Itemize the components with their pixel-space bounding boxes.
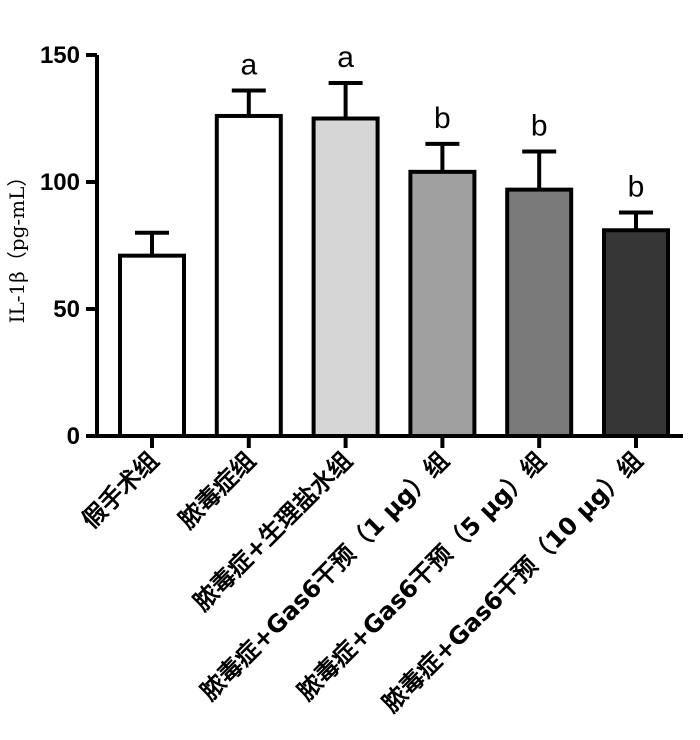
error-bars-layer (135, 80, 653, 256)
error-bar-2 (231, 88, 266, 116)
axes (95, 55, 683, 438)
bar-5 (505, 187, 574, 438)
y-tick-label-50: 50 (53, 296, 80, 323)
significance-label-6: b (628, 170, 645, 203)
error-bar-4 (425, 141, 460, 172)
error-bar-6 (619, 210, 653, 231)
y-ticks: 0 50 100 150 (40, 42, 97, 450)
error-bar-3 (328, 80, 363, 119)
significance-label-5: b (531, 110, 548, 143)
error-bar-1 (135, 230, 169, 256)
y-tick-label-0: 0 (67, 423, 80, 450)
y-axis-label: IL-1β（pg-mL） (5, 167, 29, 324)
y-tick-label-150: 150 (40, 42, 80, 69)
significance-labels-layer: a a b b b (240, 41, 644, 204)
x-tick-label-1: 假手术组 (77, 446, 165, 534)
x-tick-label-2: 脓毒症组 (173, 446, 261, 534)
significance-label-3: a (337, 41, 354, 74)
bars-layer (118, 113, 670, 439)
significance-label-4: b (434, 102, 451, 135)
error-bar-5 (522, 149, 557, 190)
y-tick-label-100: 100 (40, 169, 80, 196)
bar-1 (118, 253, 186, 438)
x-tick-label-3: 脓毒症+生理盐水组 (187, 446, 357, 616)
bar-2 (214, 113, 283, 439)
significance-label-2: a (240, 49, 257, 82)
bar-3 (311, 116, 380, 438)
bar-6 (602, 228, 670, 438)
bar-4 (408, 169, 477, 438)
